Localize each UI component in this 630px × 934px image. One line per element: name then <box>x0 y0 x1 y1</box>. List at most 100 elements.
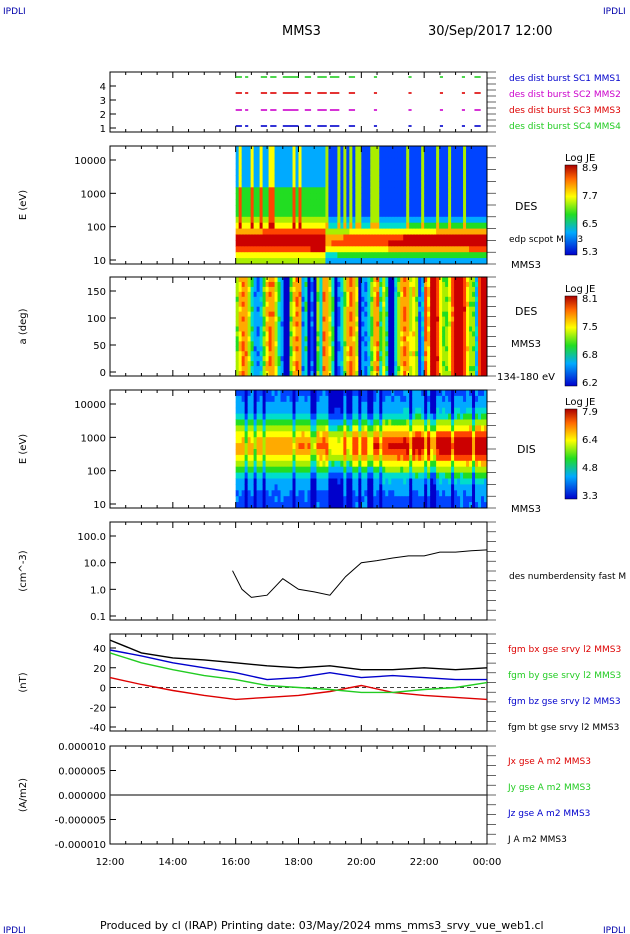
spectrogram-cell <box>262 193 267 200</box>
spectrogram-cell <box>397 228 401 235</box>
spectrogram-cell <box>310 316 314 323</box>
spectrogram-cell <box>298 163 302 171</box>
spectrogram-cell <box>286 366 291 372</box>
spectrogram-cell <box>256 437 261 444</box>
spectrogram-cell <box>328 193 332 200</box>
spectrogram-cell <box>382 151 386 159</box>
spectrogram-cell <box>286 371 291 377</box>
spectrogram-cell <box>265 234 270 241</box>
spectrogram-cell <box>415 234 419 241</box>
spectrogram-cell <box>262 454 267 462</box>
spectrogram-cell <box>328 326 332 332</box>
spectrogram-cell <box>364 449 368 456</box>
spectrogram-cell <box>331 169 335 176</box>
spectrogram-cell <box>457 205 461 212</box>
spectrogram-cell <box>247 326 252 332</box>
spectrogram-cell <box>445 331 449 337</box>
spectrogram-cell <box>322 175 326 182</box>
spectrogram-cell <box>379 496 383 503</box>
spectrogram-cell <box>388 175 392 182</box>
spectrogram-cell <box>454 331 458 337</box>
spectrogram-cell <box>331 437 335 444</box>
spectrogram-cell <box>382 258 386 265</box>
spectrogram-cell <box>478 291 482 298</box>
spectrogram-cell <box>301 216 305 224</box>
spectrogram-cell <box>364 246 368 253</box>
spectrogram-cell <box>346 210 350 218</box>
spectrogram-cell <box>337 431 341 438</box>
spectrogram-cell <box>265 151 270 159</box>
spectrogram-cell <box>439 277 443 283</box>
spectrogram-cell <box>253 326 258 332</box>
spectrogram-cell <box>373 443 377 450</box>
spectrogram-cell <box>271 425 276 432</box>
spectrogram-cell <box>379 296 383 303</box>
spectrogram-cell <box>346 361 350 367</box>
spectrogram-cell <box>283 258 288 265</box>
spectrogram-cell <box>334 484 338 491</box>
spectrogram-cell <box>310 395 314 403</box>
spectrogram-cell <box>382 490 386 497</box>
spectrogram-cell <box>238 187 243 194</box>
spectrogram-cell <box>364 163 368 171</box>
spectrogram-cell <box>262 356 267 362</box>
spectrogram-cell <box>367 187 371 194</box>
spectrogram-cell <box>241 286 246 293</box>
spectrogram-cell <box>397 321 401 327</box>
spectrogram-cell <box>334 496 338 503</box>
spectrogram-cell <box>334 291 338 298</box>
spectrogram-cell <box>394 431 398 438</box>
spectrogram-cell <box>346 431 350 438</box>
spectrogram-cell <box>238 277 243 283</box>
spectrogram-cell <box>346 484 350 491</box>
spectrogram-cell <box>307 252 311 259</box>
spectrogram-cell <box>418 478 422 485</box>
spectrogram-cell <box>373 449 377 456</box>
spectrogram-cell <box>436 401 440 409</box>
spectrogram-cell <box>421 252 425 259</box>
spectrogram-cell <box>358 326 362 332</box>
spectrogram-cell <box>262 336 267 342</box>
spectrogram-cell <box>286 205 291 212</box>
spectrogram-cell <box>379 331 383 337</box>
spectrogram-cell <box>442 258 446 265</box>
spectrogram-cell <box>412 301 416 308</box>
spectrogram-cell <box>469 193 473 200</box>
spectrogram-cell <box>235 187 240 194</box>
spectrogram-cell <box>250 277 255 283</box>
spectrogram-cell <box>325 331 329 337</box>
spectrogram-cell <box>337 341 341 347</box>
spectrogram-cell <box>391 252 395 259</box>
spectrogram-cell <box>385 163 389 171</box>
spectrogram-cell <box>361 454 365 462</box>
spectrogram-cell <box>271 419 276 426</box>
spectrogram-cell <box>295 311 299 318</box>
spectrogram-cell <box>340 240 344 247</box>
spectrogram-cell <box>331 431 335 438</box>
spectrogram-cell <box>235 296 240 303</box>
spectrogram-cell <box>256 326 261 332</box>
spectrogram-cell <box>340 187 344 194</box>
spectrogram-cell <box>433 326 437 332</box>
spectrogram-cell <box>388 151 392 159</box>
spectrogram-cell <box>391 431 395 438</box>
spectrogram-cell <box>466 228 470 235</box>
spectrogram-cell <box>460 326 464 332</box>
spectrogram-cell <box>412 286 416 293</box>
spectrogram-cell <box>436 277 440 283</box>
spectrogram-cell <box>451 163 455 171</box>
spectrogram-cell <box>394 472 398 479</box>
spectrogram-cell <box>445 222 449 230</box>
spectrogram-cell <box>391 157 395 165</box>
spectrogram-cell <box>403 431 407 438</box>
spectrogram-cell <box>322 351 326 357</box>
spectrogram-cell <box>391 407 395 415</box>
y-tick-label: 100 <box>87 314 106 325</box>
spectrogram-cell <box>400 210 404 218</box>
spectrogram-cell <box>289 341 294 347</box>
spectrogram-cell <box>379 490 383 497</box>
spectrogram-cell <box>274 443 279 450</box>
spectrogram-cell <box>376 472 380 479</box>
spectrogram-cell <box>322 454 326 462</box>
spectrogram-cell <box>475 240 479 247</box>
